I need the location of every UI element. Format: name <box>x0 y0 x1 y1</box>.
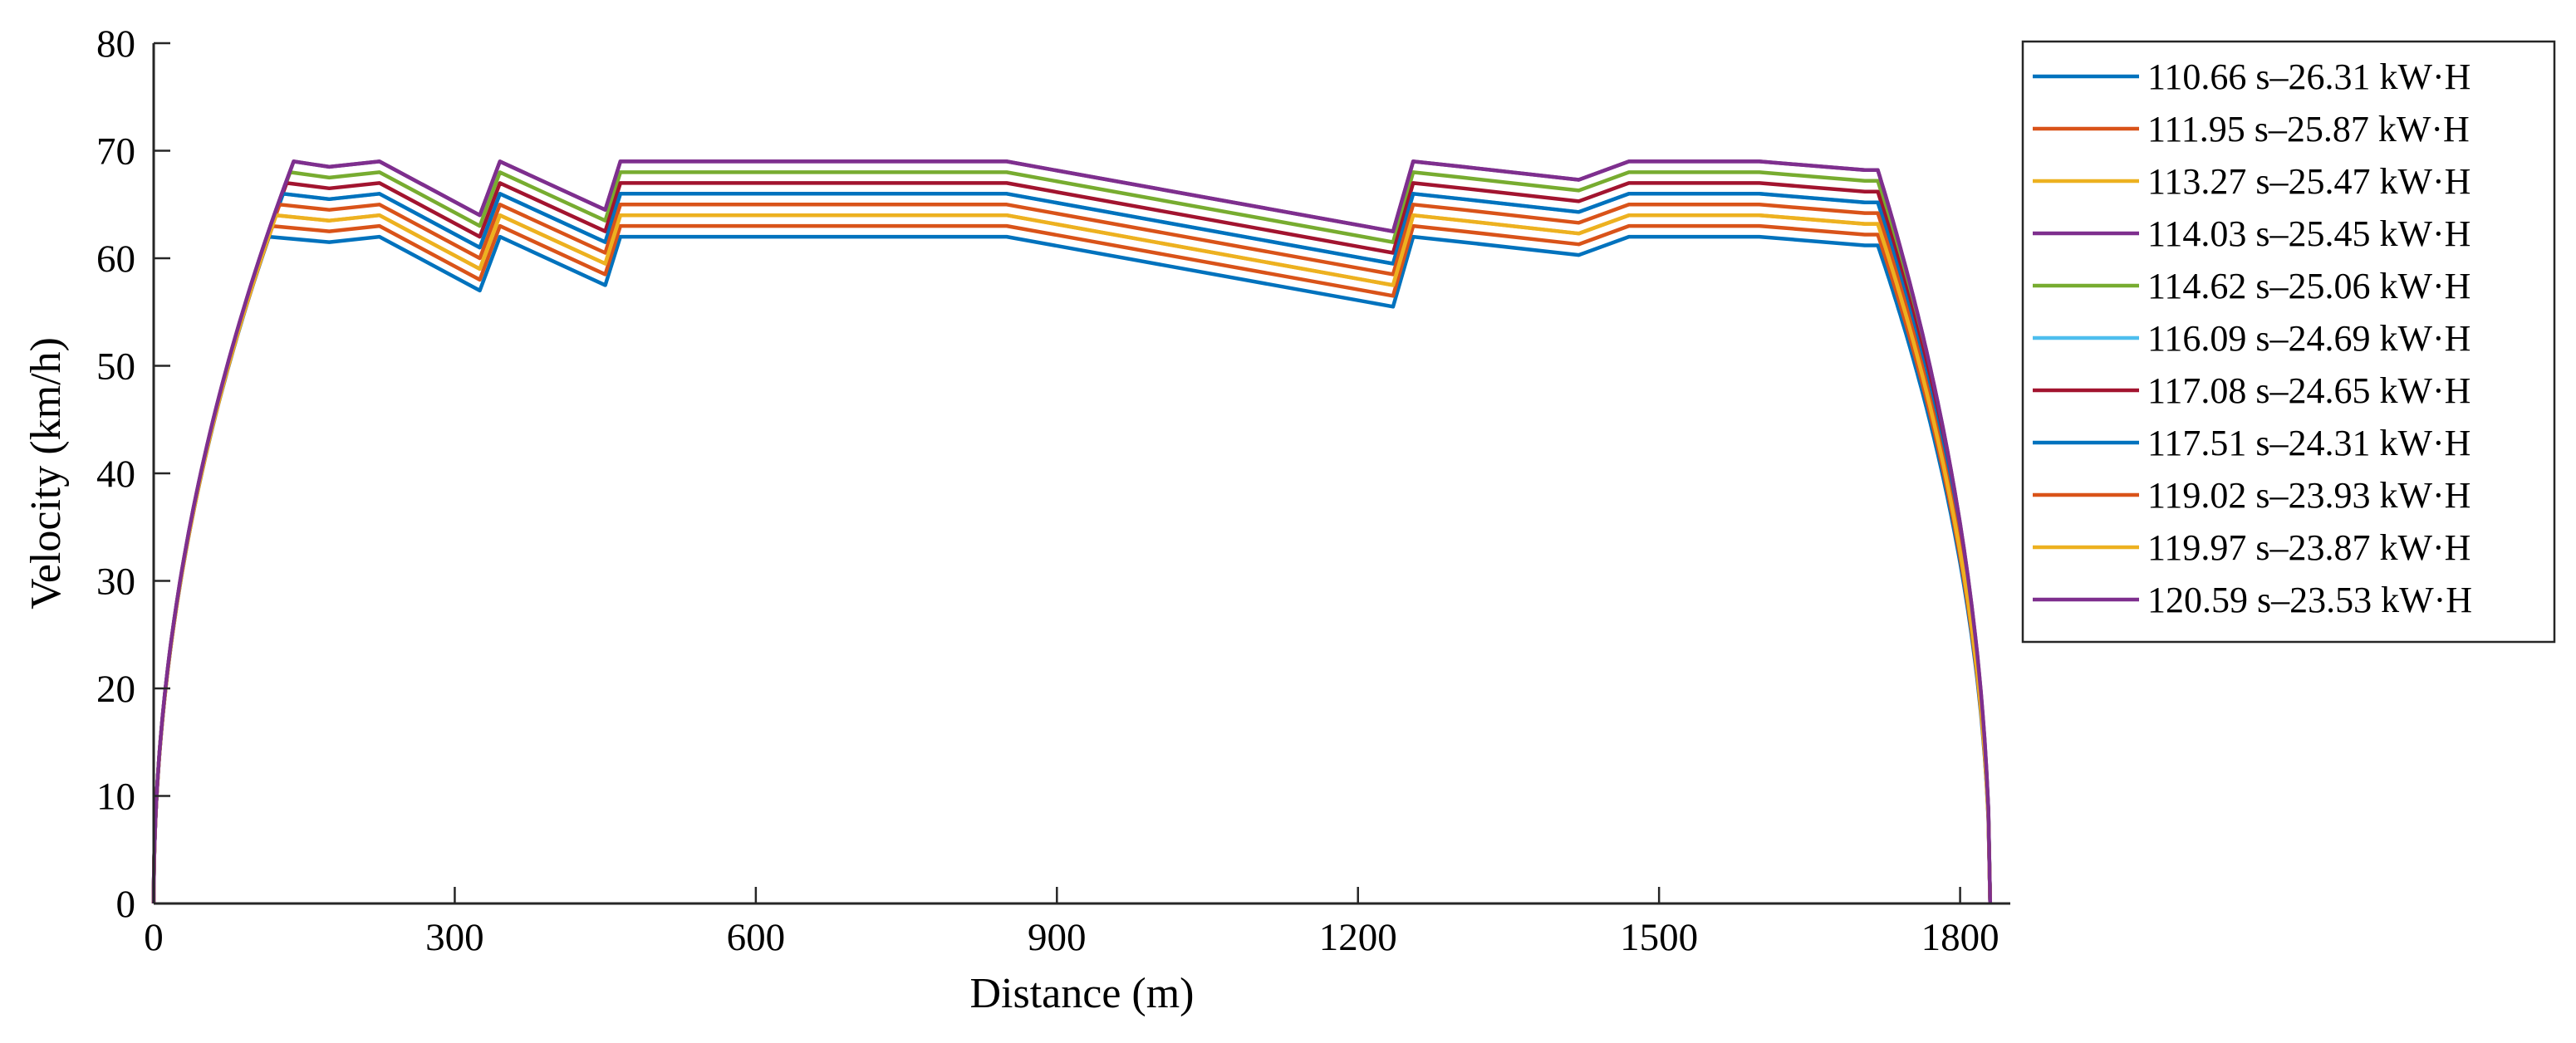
y-tick-label: 80 <box>96 22 135 66</box>
series-line-7 <box>151 181 1993 904</box>
x-axis-label: Distance (m) <box>969 970 1194 1017</box>
x-tick-label: 600 <box>727 916 786 959</box>
x-tick-label: 1800 <box>1921 916 1999 959</box>
y-tick-label: 60 <box>96 237 135 281</box>
legend-box <box>2021 40 2556 644</box>
y-axis-label: Velocity (km/h) <box>22 337 70 610</box>
legend-entry: 111.95 s–25.87 kW·H <box>2147 109 2470 149</box>
legend-entry: 119.97 s–23.87 kW·H <box>2147 527 2471 568</box>
y-tick-label: 50 <box>96 345 135 389</box>
legend-entry: 117.51 s–24.31 kW·H <box>2147 423 2471 463</box>
y-tick-label: 30 <box>96 561 135 604</box>
legend: 110.66 s–26.31 kW·H 111.95 s–25.87 kW·H 11… <box>2021 40 2556 644</box>
series-line-1 <box>151 234 1993 904</box>
series-line-8 <box>151 192 1993 904</box>
legend-entry: 119.02 s–23.93 kW·H <box>2147 475 2471 516</box>
series-line-6 <box>151 192 1993 904</box>
series-lines <box>151 159 1993 904</box>
ticks: 0 300 600 900 1200 1500 1800 0 10 20 30 40 50 60 70 80 <box>96 22 1999 959</box>
legend-entry: 113.27 s–25.47 kW·H <box>2147 161 2471 202</box>
x-tick-label: 900 <box>1028 916 1087 959</box>
series-line-5 <box>151 170 1993 904</box>
series-line-4 <box>151 159 1993 904</box>
series-line-3 <box>151 213 1993 904</box>
x-tick-label: 1500 <box>1620 916 1698 959</box>
x-tick-label: 1200 <box>1319 916 1397 959</box>
y-tick-label: 10 <box>96 776 135 819</box>
x-tick-label: 0 <box>144 916 164 959</box>
y-tick-label: 20 <box>96 668 135 711</box>
series-line-10 <box>151 213 1993 904</box>
legend-entry: 116.09 s–24.69 kW·H <box>2147 318 2471 359</box>
y-tick-label: 0 <box>116 883 136 926</box>
series-line-2 <box>151 223 1993 904</box>
y-tick-label: 70 <box>96 130 135 174</box>
legend-entry: 117.08 s–24.65 kW·H <box>2147 370 2471 411</box>
series-line-9 <box>151 203 1993 904</box>
legend-entry: 110.66 s–26.31 kW·H <box>2147 56 2471 97</box>
y-tick-label: 40 <box>96 453 135 496</box>
legend-entry: 120.59 s–23.53 kW·H <box>2147 580 2472 620</box>
series-line-11 <box>151 159 1993 904</box>
legend-entry: 114.03 s–25.45 kW·H <box>2147 213 2471 254</box>
x-tick-label: 300 <box>425 916 484 959</box>
legend-entry: 114.62 s–25.06 kW·H <box>2147 266 2471 306</box>
